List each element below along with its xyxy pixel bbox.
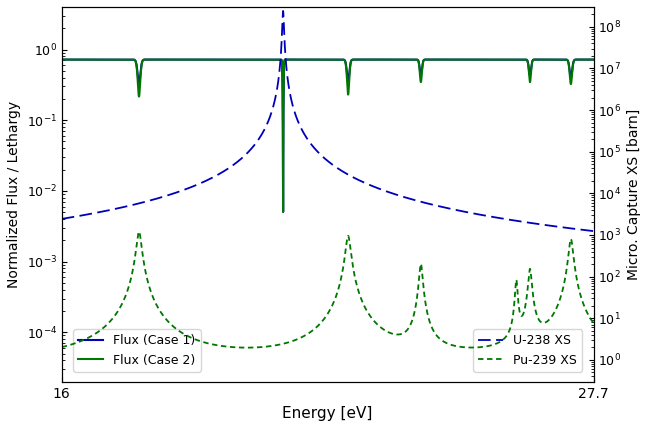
Legend: U-238 XS, Pu-239 XS: U-238 XS, Pu-239 XS [473, 330, 582, 372]
Flux (Case 1) [590, 57, 597, 62]
U-238 XS [117, 205, 124, 210]
Pu-239 XS [528, 286, 536, 291]
Flux (Case 2) [490, 57, 498, 62]
Flux (Case 1) [528, 59, 536, 64]
Line: Flux (Case 2): Flux (Case 2) [62, 59, 594, 212]
Pu-239 XS [228, 345, 236, 350]
Flux (Case 2) [58, 57, 65, 62]
Pu-239 XS [243, 345, 251, 350]
Line: Pu-239 XS: Pu-239 XS [62, 232, 594, 348]
Pu-239 XS [490, 342, 498, 347]
Pu-239 XS [117, 303, 124, 309]
Flux (Case 1) [117, 57, 124, 62]
Flux (Case 2) [528, 59, 536, 65]
Pu-239 XS [590, 321, 597, 326]
Flux (Case 2) [228, 57, 236, 62]
Pu-239 XS [135, 229, 143, 234]
U-238 XS [58, 216, 65, 221]
U-238 XS [590, 229, 597, 234]
Y-axis label: Micro. Capture XS [barn]: Micro. Capture XS [barn] [627, 109, 641, 280]
Line: Flux (Case 1): Flux (Case 1) [62, 59, 594, 212]
U-238 XS [228, 163, 236, 169]
Flux (Case 2) [590, 57, 597, 62]
Flux (Case 2) [279, 209, 287, 214]
Flux (Case 2) [117, 57, 124, 62]
X-axis label: Energy [eV]: Energy [eV] [283, 406, 373, 421]
Flux (Case 1) [228, 57, 236, 62]
Flux (Case 2) [510, 57, 518, 62]
Flux (Case 1) [490, 57, 498, 62]
Flux (Case 1) [510, 57, 518, 62]
Flux (Case 2) [457, 57, 465, 62]
U-238 XS [510, 218, 518, 223]
Flux (Case 1) [58, 57, 65, 62]
Pu-239 XS [510, 302, 518, 307]
Line: U-238 XS: U-238 XS [62, 11, 594, 231]
Flux (Case 1) [279, 209, 287, 214]
U-238 XS [457, 208, 465, 214]
Pu-239 XS [457, 344, 465, 349]
Flux (Case 1) [457, 57, 465, 62]
U-238 XS [490, 214, 498, 220]
Pu-239 XS [58, 345, 65, 350]
U-238 XS [279, 9, 287, 14]
U-238 XS [528, 220, 536, 226]
Y-axis label: Normalized Flux / Lethargy: Normalized Flux / Lethargy [7, 101, 21, 288]
